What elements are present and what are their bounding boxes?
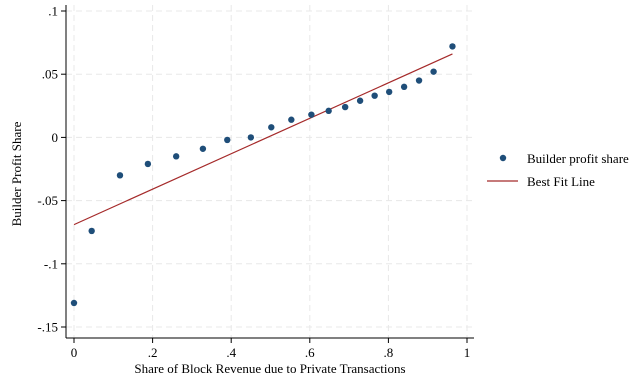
y-axis-title: Builder Profit Share	[9, 121, 24, 226]
scatter-point	[288, 116, 295, 123]
scatter-point	[341, 103, 349, 111]
scatter-point	[325, 107, 332, 115]
scatter-point	[268, 124, 275, 131]
x-tick-label: .6	[305, 345, 315, 360]
best-fit-line	[73, 53, 453, 226]
legend-label-builder-profit-share: Builder profit share	[527, 151, 629, 166]
y-tick-label: -.1	[44, 256, 58, 271]
scatter-point	[356, 97, 364, 104]
axes	[65, 5, 474, 339]
scatter-point	[400, 83, 408, 91]
scatter-point	[70, 299, 78, 307]
scatter-point	[172, 153, 180, 160]
scatter-points-layer	[70, 43, 456, 307]
x-tick-label: 1	[464, 345, 471, 360]
x-axis-ticks: 0 .2 .4 .6 .8 1	[71, 338, 471, 360]
best-fit-line-layer	[73, 53, 453, 226]
legend: Builder profit share Best Fit Line	[487, 151, 629, 189]
y-tick-label: -.05	[37, 193, 58, 208]
scatter-point	[116, 172, 124, 179]
scatter-point	[371, 92, 378, 99]
scatter-point	[144, 160, 152, 168]
y-tick-label: -.15	[37, 320, 58, 335]
x-tick-label: 0	[71, 345, 78, 360]
scatter-point	[224, 136, 231, 144]
scatter-point	[199, 145, 207, 152]
scatter-point	[247, 134, 255, 141]
scatter-point	[308, 111, 315, 118]
y-tick-label: 0	[52, 130, 59, 145]
x-axis-title: Share of Block Revenue due to Private Tr…	[134, 361, 405, 376]
legend-label-best-fit-line: Best Fit Line	[527, 174, 595, 189]
scatter-point	[385, 88, 393, 96]
scatter-point	[415, 77, 423, 84]
scatter-point	[88, 227, 95, 235]
y-axis-ticks: .1 .05 0 -.05 -.1 -.15	[37, 4, 66, 335]
y-tick-label: .05	[42, 67, 58, 82]
scatter-point	[449, 43, 456, 50]
scatter-point	[430, 68, 437, 75]
grid-lines	[66, 5, 474, 338]
x-tick-label: .8	[384, 345, 394, 360]
legend-point-marker	[499, 154, 507, 162]
x-tick-label: .4	[226, 345, 236, 360]
x-tick-label: .2	[148, 345, 158, 360]
y-tick-label: .1	[48, 4, 58, 19]
